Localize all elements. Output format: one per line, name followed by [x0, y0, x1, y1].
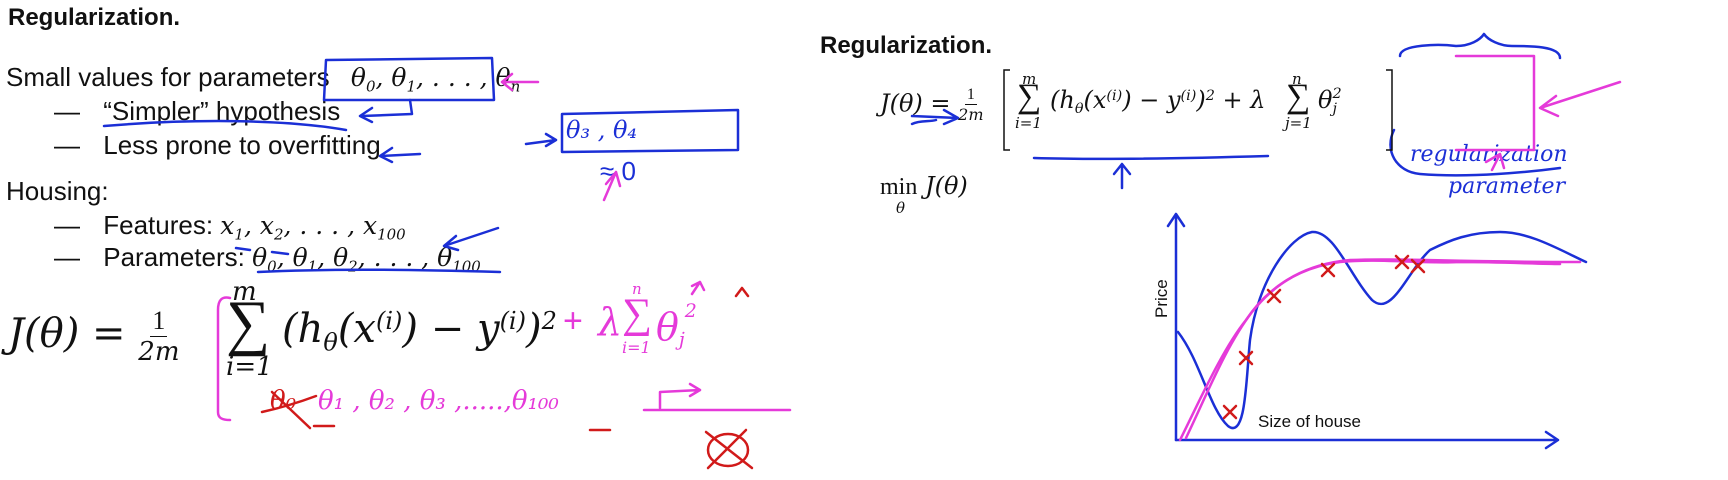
theta-params-formula: θ0, θ1, . . . , θn [350, 63, 521, 96]
squared-error-term: (hθ(x(i)) − y(i))2 [282, 306, 557, 357]
dash: — [54, 210, 80, 240]
min-subscript-theta: θ [896, 199, 906, 217]
dash: — [54, 96, 80, 126]
cross-theta0-bracket [704, 428, 754, 470]
features-formula: x1, x2, . . . , x100 [220, 211, 406, 244]
bullet-overfitting-text: Less prone to overfitting [103, 130, 381, 160]
arrow-theta34 [524, 132, 558, 148]
right-bracket-formula [1386, 69, 1393, 151]
arrow-approx-zero [602, 170, 622, 202]
housing-label: Housing: [6, 176, 109, 206]
annotation-sum-upper: n [632, 280, 642, 298]
overfit-curve [1176, 230, 1588, 430]
sum-symbol: ∑ [1286, 78, 1311, 115]
cost-function-large: J(θ) = 1 2m [8, 306, 180, 367]
bracket-reg-parameter [1389, 128, 1562, 177]
data-point [1394, 254, 1410, 270]
fit-curve-1 [1178, 259, 1562, 442]
fraction: 1 2m [958, 86, 984, 124]
sum-symbol: ∑ [1017, 78, 1042, 115]
annotation-sum-lower: i=1 [622, 338, 651, 357]
left-bracket-formula [1003, 69, 1010, 151]
sum-upper-limit: m [232, 277, 257, 307]
min-label: min [880, 174, 918, 200]
sum-symbol: ∑ [226, 289, 271, 357]
dash: — [54, 242, 80, 272]
chart-y-axis [1166, 212, 1186, 442]
bullet-features: — Features: x1, x2, . . . , x100 [54, 210, 406, 243]
dash: — [54, 130, 80, 160]
data-point [1266, 288, 1282, 304]
min-objective: min J(θ) [880, 172, 968, 200]
sum-lower-limit: i=1 [226, 352, 273, 382]
cost-function-regularized: J(θ) = 1 2m [880, 86, 984, 124]
right-slide-title: Regularization. [820, 32, 993, 59]
fit-curve-2 [1184, 258, 1582, 440]
underline-simpler [102, 119, 348, 132]
annotation-theta-j: θj2 [656, 300, 697, 351]
left-slide-title: Regularization. [8, 4, 181, 31]
arrow-cost-function [910, 108, 960, 126]
cross-theta0-line [260, 394, 318, 414]
underline-parameters [256, 268, 502, 274]
arrow-features [442, 226, 500, 252]
sum-upper-n: n [1292, 70, 1302, 88]
arrow-simpler [360, 98, 414, 118]
arrow-overfitting [378, 146, 422, 164]
box-theta-params [322, 56, 496, 102]
annotation-theta34: θ₃ , θ₄ [566, 116, 638, 144]
sum-lower-i1: i=1 [1015, 114, 1042, 132]
data-point [1320, 262, 1336, 278]
bullet-overfitting: — Less prone to overfitting [54, 130, 381, 161]
arrow-n [690, 280, 706, 296]
sum-upper-m: m [1022, 70, 1037, 88]
data-point [1222, 404, 1238, 420]
bullet-parameters: — Parameters: θ0, θ1, θ2, . . . , θ100 [54, 242, 481, 275]
features-label: Features: [103, 210, 214, 240]
parameters-label: Parameters: [103, 242, 245, 272]
arrow-reg-term [1538, 80, 1622, 118]
squared-error-term-small: (hθ(x(i)) − y(i))2 + λ [1050, 86, 1266, 118]
annotation-plus: + [563, 302, 583, 340]
annotation-theta-list: θ₁ , θ₂ , θ₃ ,.....,θ₁₀₀ [318, 386, 559, 416]
small-values-line: Small values for parameters θ0, θ1, . . … [6, 62, 520, 95]
chart-xlabel: Size of house [1258, 412, 1362, 431]
annotation-parameter: parameter [1448, 174, 1566, 199]
annotation-sum: ∑ [622, 291, 652, 337]
arrow-sum-term [1112, 162, 1132, 190]
data-point [1238, 350, 1254, 366]
box-reg-term [1454, 54, 1536, 152]
bracket-left-large [216, 296, 232, 422]
underline-sum-term [1032, 154, 1270, 161]
arrow-params-magenta [500, 72, 540, 92]
annotation-lambda: λ [598, 300, 623, 344]
chart-x-axis [1174, 430, 1560, 450]
box-theta34 [560, 108, 740, 154]
brace-regularization [1398, 32, 1562, 60]
sum-lower-j1: j=1 [1285, 114, 1312, 132]
fraction: 1 2m [138, 306, 180, 367]
data-point [1410, 258, 1426, 274]
small-values-text: Small values for parameters [6, 62, 330, 92]
annotation-regularization: regularization [1410, 142, 1568, 167]
